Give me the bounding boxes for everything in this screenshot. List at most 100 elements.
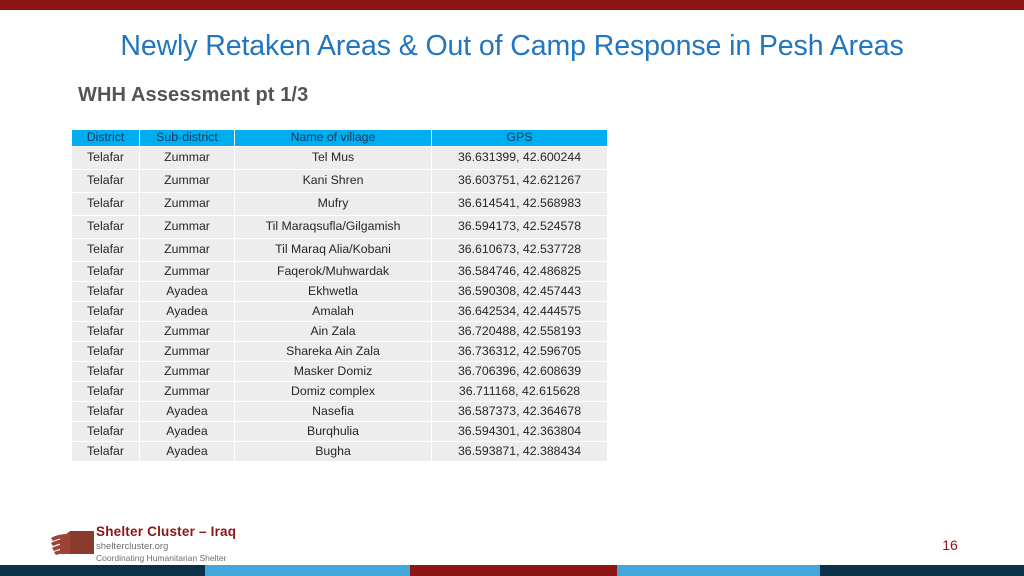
table-cell-sub-district: Zummar [140,239,234,261]
table-cell-gps: 36.584746, 42.486825 [432,262,607,281]
table-cell-district: Telafar [72,342,139,361]
table-cell-district: Telafar [72,322,139,341]
table-cell-sub-district: Zummar [140,193,234,215]
table-cell-sub-district: Ayadea [140,302,234,321]
table-cell-sub-district: Zummar [140,216,234,238]
table-cell-gps: 36.614541, 42.568983 [432,193,607,215]
table-cell-gps: 36.594173, 42.524578 [432,216,607,238]
table-cell-gps: 36.631399, 42.600244 [432,147,607,169]
table-head: District Sub-district Name of village GP… [72,130,607,146]
assessment-table: District Sub-district Name of village GP… [71,129,608,462]
table-cell-district: Telafar [72,147,139,169]
bottom-bar-segment-blue-right [617,565,820,576]
logo-text-block: Shelter Cluster – Iraq sheltercluster.or… [96,524,366,564]
table-cell-sub-district: Ayadea [140,402,234,421]
column-header-gps: GPS [432,130,607,146]
table-row: Telafar Zummar Shareka Ain Zala 36.736312, … [72,342,607,361]
table-cell-district: Telafar [72,262,139,281]
table-cell-gps: 36.610673, 42.537728 [432,239,607,261]
table-body: Telafar Zummar Tel Mus 36.631399, 42.600244… [72,147,607,461]
table-cell-gps: 36.720488, 42.558193 [432,322,607,341]
table-cell-gps: 36.603751, 42.621267 [432,170,607,192]
table-cell-village: Ekhwetla [235,282,431,301]
table-cell-village: Kani Shren [235,170,431,192]
table-cell-sub-district: Zummar [140,342,234,361]
table-cell-sub-district: Ayadea [140,282,234,301]
table-row: Telafar Zummar Kani Shren 36.603751, 42.621… [72,170,607,192]
page-number: 16 [942,537,958,553]
table-cell-village: Bugha [235,442,431,461]
table-cell-gps: 36.594301, 42.363804 [432,422,607,441]
table-row: Telafar Zummar Til Maraqsufla/Gilgamish 36.… [72,216,607,238]
table-cell-district: Telafar [72,239,139,261]
table-cell-village: Nasefia [235,402,431,421]
table-row: Telafar Zummar Mufry 36.614541, 42.568983 [72,193,607,215]
table-row: Telafar Zummar Til Maraq Alia/Kobani 36.610… [72,239,607,261]
table-cell-gps: 36.590308, 42.457443 [432,282,607,301]
table-cell-gps: 36.593871, 42.388434 [432,442,607,461]
table-cell-village: Amalah [235,302,431,321]
table-row: Telafar Ayadea Ekhwetla 36.590308, 42.45744… [72,282,607,301]
table-cell-district: Telafar [72,282,139,301]
column-header-name-of-village: Name of village [235,130,431,146]
table-cell-district: Telafar [72,382,139,401]
table-cell-village: Mufry [235,193,431,215]
table-row: Telafar Ayadea Burqhulia 36.594301, 42.3638… [72,422,607,441]
table-cell-sub-district: Zummar [140,147,234,169]
table-cell-district: Telafar [72,422,139,441]
table-cell-sub-district: Zummar [140,322,234,341]
column-header-district: District [72,130,139,146]
table-cell-sub-district: Ayadea [140,442,234,461]
table-cell-sub-district: Zummar [140,362,234,381]
table-row: Telafar Zummar Tel Mus 36.631399, 42.600244 [72,147,607,169]
table-cell-sub-district: Zummar [140,382,234,401]
bottom-bar-segment-red [410,565,617,576]
table-cell-village: Ain Zala [235,322,431,341]
bottom-bar-segment-blue-left [205,565,410,576]
table-cell-gps: 36.711168, 42.615628 [432,382,607,401]
table-cell-village: Masker Domiz [235,362,431,381]
assessment-table-wrapper: District Sub-district Name of village GP… [71,129,608,462]
table-cell-district: Telafar [72,442,139,461]
table-header-row: District Sub-district Name of village GP… [72,130,607,146]
table-row: Telafar Ayadea Bugha 36.593871, 42.388434 [72,442,607,461]
top-accent-bar [0,0,1024,10]
slide-subtitle: WHH Assessment pt 1/3 [78,84,309,106]
logo-title: Shelter Cluster – Iraq [96,524,237,539]
table-cell-district: Telafar [72,216,139,238]
table-cell-gps: 36.736312, 42.596705 [432,342,607,361]
table-cell-village: Tel Mus [235,147,431,169]
bottom-accent-bar [0,565,1024,576]
table-cell-sub-district: Zummar [140,262,234,281]
table-cell-village: Til Maraq Alia/Kobani [235,239,431,261]
logo-tagline: Coordinating Humanitarian Shelter [96,553,227,564]
table-row: Telafar Zummar Faqerok/Muhwardak 36.584746,… [72,262,607,281]
table-cell-gps: 36.706396, 42.608639 [432,362,607,381]
table-cell-village: Shareka Ain Zala [235,342,431,361]
table-cell-district: Telafar [72,170,139,192]
table-cell-village: Domiz complex [235,382,431,401]
table-cell-sub-district: Zummar [140,170,234,192]
table-row: Telafar Zummar Ain Zala 36.720488, 42.55819… [72,322,607,341]
table-cell-district: Telafar [72,362,139,381]
table-row: Telafar Zummar Masker Domiz 36.706396, 42.6… [72,362,607,381]
table-cell-sub-district: Ayadea [140,422,234,441]
table-cell-village: Burqhulia [235,422,431,441]
shelter-cluster-logo: Shelter Cluster – Iraq sheltercluster.or… [50,524,370,564]
bottom-bar-segment-navy-left [0,565,205,576]
table-cell-village: Faqerok/Muhwardak [235,262,431,281]
shelter-hand-roof-icon [50,528,98,558]
table-row: Telafar Zummar Domiz complex 36.711168, 42.… [72,382,607,401]
table-row: Telafar Ayadea Amalah 36.642534, 42.444575 [72,302,607,321]
table-cell-district: Telafar [72,302,139,321]
bottom-bar-segment-navy-right [820,565,1024,576]
column-header-sub-district: Sub-district [140,130,234,146]
table-cell-district: Telafar [72,193,139,215]
logo-url: sheltercluster.org [96,540,169,552]
table-row: Telafar Ayadea Nasefia 36.587373, 42.364678 [72,402,607,421]
table-cell-village: Til Maraqsufla/Gilgamish [235,216,431,238]
table-cell-gps: 36.587373, 42.364678 [432,402,607,421]
table-cell-district: Telafar [72,402,139,421]
table-cell-gps: 36.642534, 42.444575 [432,302,607,321]
